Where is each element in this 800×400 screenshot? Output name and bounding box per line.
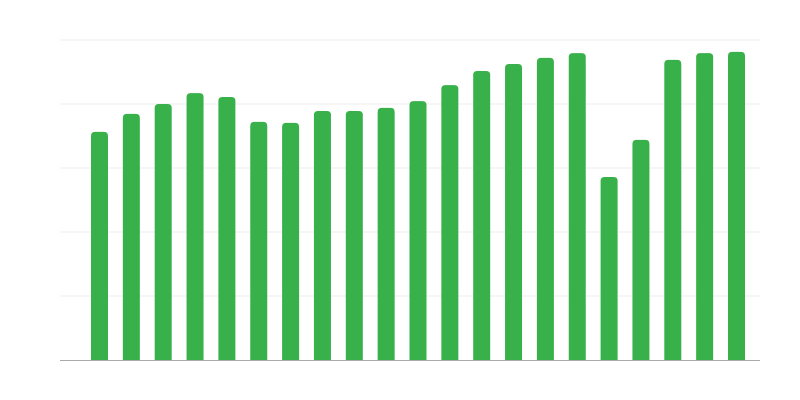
bar-14 bbox=[505, 64, 523, 360]
bar-6 bbox=[250, 121, 268, 360]
bar-15 bbox=[536, 57, 554, 361]
bar-2 bbox=[122, 113, 140, 360]
bar-1 bbox=[91, 131, 108, 360]
bar-5 bbox=[218, 96, 236, 361]
bar-21 bbox=[728, 51, 745, 361]
bar-16 bbox=[568, 53, 586, 361]
bar-13 bbox=[473, 71, 491, 360]
bar-7 bbox=[282, 122, 300, 360]
bar-3 bbox=[154, 104, 172, 360]
bar-19 bbox=[664, 59, 682, 361]
bar-20 bbox=[696, 53, 714, 361]
bar-12 bbox=[441, 85, 459, 361]
bar-8 bbox=[313, 111, 331, 360]
bar-10 bbox=[377, 107, 395, 360]
bar-11 bbox=[409, 101, 427, 361]
bar-9 bbox=[345, 111, 363, 360]
bar-17 bbox=[600, 176, 618, 360]
bar-4 bbox=[186, 93, 204, 361]
bar-18 bbox=[632, 139, 650, 360]
